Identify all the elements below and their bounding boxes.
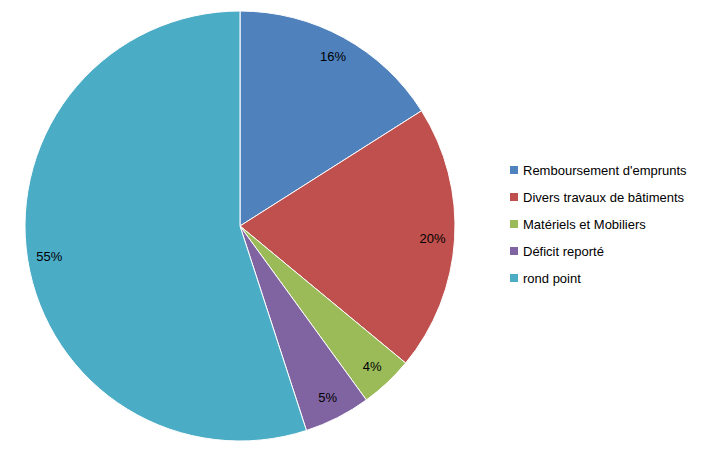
data-labels: 16% 20% 4% 5% 55% [36, 49, 446, 405]
legend-label: Matériels et Mobiliers [523, 217, 646, 232]
legend-swatch [510, 247, 518, 255]
chart: 16% 20% 4% 5% 55% Remboursement d'emprunts Div… [0, 0, 717, 453]
data-label: 20% [420, 231, 446, 246]
legend-item: Remboursement d'emprunts [510, 163, 687, 178]
data-label: 55% [36, 249, 62, 264]
legend-label: Divers travaux de bâtiments [523, 190, 685, 205]
data-label: 4% [363, 359, 382, 374]
legend-item: Déficit reporté [510, 244, 604, 259]
legend-label: Remboursement d'emprunts [523, 163, 687, 178]
legend-swatch [510, 274, 518, 282]
legend-swatch [510, 220, 518, 228]
legend-label: rond point [523, 271, 581, 286]
data-label: 5% [318, 390, 337, 405]
legend-swatch [510, 166, 518, 174]
pie-slice [25, 11, 306, 441]
legend-swatch [510, 193, 518, 201]
legend-item: rond point [510, 271, 581, 286]
legend: Remboursement d'emprunts Divers travaux d… [510, 163, 687, 286]
legend-item: Divers travaux de bâtiments [510, 190, 685, 205]
data-label: 16% [320, 49, 346, 64]
legend-label: Déficit reporté [523, 244, 604, 259]
legend-item: Matériels et Mobiliers [510, 217, 646, 232]
pie [25, 11, 455, 441]
